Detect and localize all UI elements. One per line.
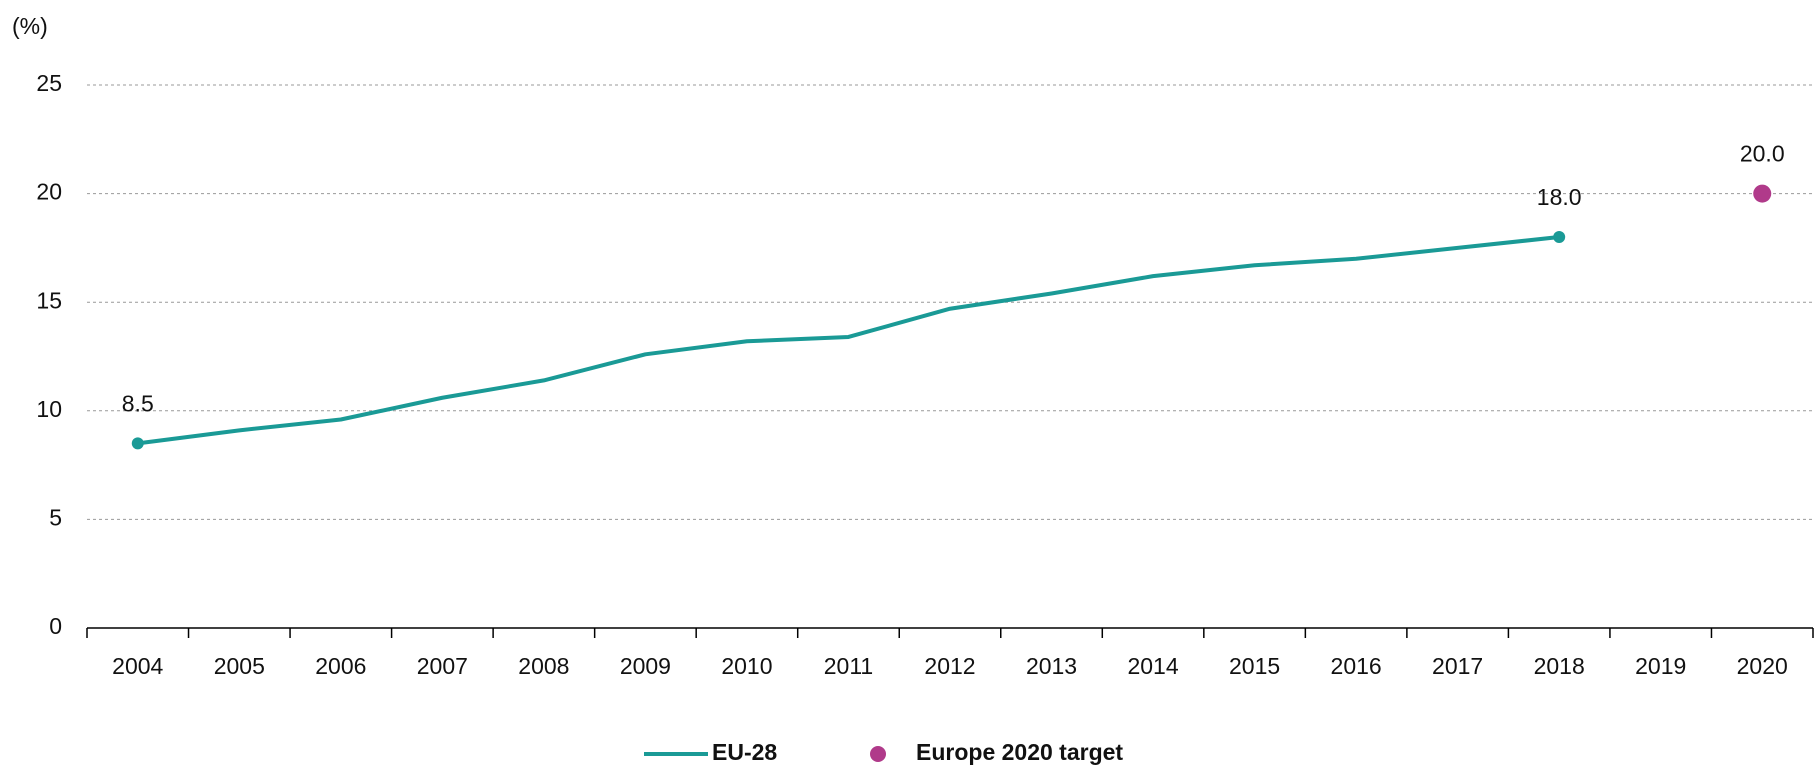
unit-label: (%) <box>12 13 48 39</box>
x-tick-label: 2020 <box>1737 653 1788 679</box>
legend-marker <box>870 746 886 762</box>
x-tick-label: 2019 <box>1635 653 1686 679</box>
x-tick-label: 2013 <box>1026 653 1077 679</box>
value-label: 20.0 <box>1740 141 1785 167</box>
endpoint-marker <box>1553 231 1566 244</box>
x-tick-label: 2009 <box>620 653 671 679</box>
y-tick-label: 0 <box>49 613 62 639</box>
endpoint-marker <box>131 437 144 450</box>
x-tick-label: 2005 <box>214 653 265 679</box>
y-tick-label: 25 <box>36 70 62 96</box>
value-label: 8.5 <box>122 390 154 416</box>
x-tick-label: 2016 <box>1331 653 1382 679</box>
y-tick-label: 5 <box>49 504 62 530</box>
x-tick-label: 2010 <box>721 653 772 679</box>
y-tick-label: 10 <box>36 396 62 422</box>
target-marker <box>1753 184 1772 203</box>
x-tick-label: 2012 <box>924 653 975 679</box>
x-tick-label: 2014 <box>1127 653 1178 679</box>
x-tick-label: 2015 <box>1229 653 1280 679</box>
x-tick-label: 2007 <box>417 653 468 679</box>
y-tick-label: 20 <box>36 179 62 205</box>
series-line <box>137 235 1560 446</box>
value-label: 18.0 <box>1537 184 1582 210</box>
x-tick-label: 2008 <box>518 653 569 679</box>
x-tick-label: 2011 <box>824 653 873 679</box>
legend-text: EU-28 <box>712 739 777 765</box>
x-tick-label: 2004 <box>112 653 163 679</box>
x-tick-label: 2017 <box>1432 653 1483 679</box>
x-tick-label: 2006 <box>315 653 366 679</box>
legend-text: Europe 2020 target <box>916 739 1123 765</box>
x-tick-label: 2018 <box>1534 653 1585 679</box>
y-tick-label: 15 <box>36 287 62 313</box>
